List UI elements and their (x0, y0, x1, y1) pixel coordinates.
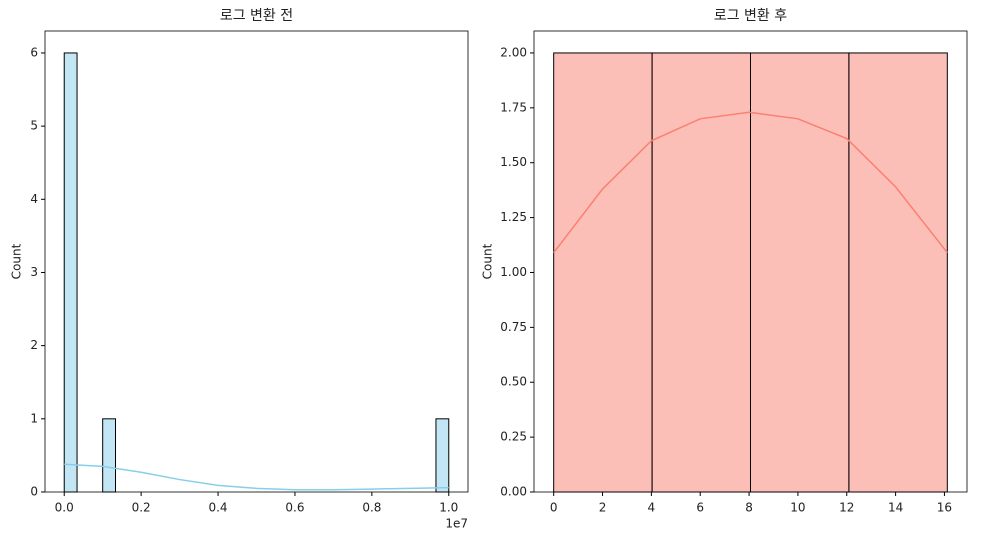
x-tick-label: 0.2 (132, 501, 151, 515)
x-tick-label: 4 (648, 501, 656, 515)
x-tick-label: 6 (696, 501, 704, 515)
x-tick-label: 16 (937, 501, 952, 515)
bar (848, 52, 948, 493)
x-tick-label: 2 (599, 501, 607, 515)
x-tick-label: 0 (550, 501, 558, 515)
kde-line (553, 111, 948, 254)
y-tick-label: 1 (30, 411, 38, 425)
y-tick-label: 0.25 (500, 430, 527, 444)
bar (102, 418, 116, 493)
y-tick-label: 0 (30, 485, 38, 499)
y-tick-label: 5 (30, 119, 38, 133)
y-axis-label: Count (481, 243, 495, 279)
x-offset-label: 1e7 (445, 517, 468, 531)
axes-frame (533, 30, 968, 493)
bar (63, 52, 78, 493)
y-tick-label: 0.00 (500, 485, 527, 499)
x-tick-label: 0.8 (362, 501, 381, 515)
y-tick-label: 6 (30, 45, 38, 59)
x-tick-label: 12 (839, 501, 854, 515)
chart-title: 로그 변환 전 (220, 8, 293, 24)
y-tick-label: 0.75 (500, 320, 527, 334)
y-tick-label: 2.00 (500, 45, 527, 59)
bar (553, 52, 653, 493)
y-tick-label: 1.50 (500, 155, 527, 169)
x-tick-label: 8 (745, 501, 753, 515)
y-tick-label: 1.25 (500, 210, 527, 224)
y-tick-label: 1.00 (500, 265, 527, 279)
y-tick-label: 1.75 (500, 100, 527, 114)
x-tick-label: 0.6 (285, 501, 304, 515)
chart-title: 로그 변환 후 (714, 8, 787, 24)
x-tick-label: 0.4 (208, 501, 227, 515)
axes-frame (44, 30, 469, 493)
kde-line (64, 463, 449, 491)
x-tick-label: 10 (790, 501, 805, 515)
x-tick-label: 0.0 (55, 501, 74, 515)
x-tick-label: 1.0 (439, 501, 458, 515)
y-tick-label: 0.50 (500, 375, 527, 389)
y-axis-label: Count (10, 243, 24, 279)
bar (435, 418, 450, 493)
y-tick-label: 2 (30, 338, 38, 352)
x-tick-label: 14 (888, 501, 903, 515)
y-tick-label: 4 (30, 192, 38, 206)
bar (651, 52, 752, 493)
y-tick-label: 3 (30, 265, 38, 279)
